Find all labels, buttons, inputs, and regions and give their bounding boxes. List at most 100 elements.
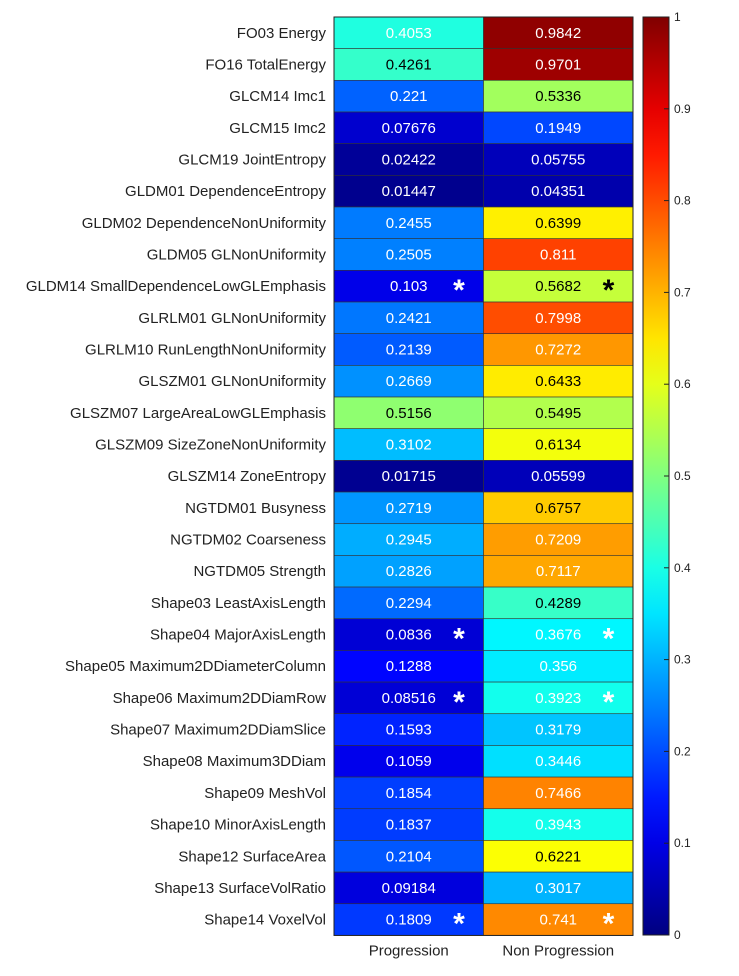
row-label: Shape04 MajorAxisLength: [150, 627, 326, 644]
colorbar-ticks: 0 0.1 0.2 0.3 0.4 0.5 0.6 0.7 0.8 0.9 1: [664, 10, 691, 942]
row-label: Shape08 Maximum3DDiam: [143, 753, 326, 770]
significance-star: *: [453, 908, 465, 941]
row-label: GLCM14 Imc1: [229, 88, 326, 105]
heatmap-cell: [333, 871, 484, 905]
column-label: Progression: [369, 942, 449, 959]
heatmap-cell: [333, 16, 484, 49]
colorbar-tick-label: 0.2: [674, 744, 691, 758]
heatmap-cell: [483, 491, 634, 525]
cell-value-label: 0.7466: [535, 785, 581, 802]
cell-value-label: 0.3943: [535, 817, 581, 834]
colorbar-tick-label: 0.5: [674, 469, 691, 483]
heatmap-cell: [333, 491, 484, 525]
cell-value-label: 0.5495: [535, 405, 581, 422]
cell-value-label: 0.2945: [386, 532, 432, 549]
cell-value-label: 0.4289: [535, 595, 581, 612]
row-label: Shape12 SurfaceArea: [178, 848, 326, 865]
heatmap-cell: [483, 396, 634, 430]
heatmap-cell: [483, 175, 634, 208]
cell-value-label: 0.04351: [531, 183, 585, 200]
heatmap-cell: [483, 586, 634, 620]
cell-value-label: 0.02422: [382, 152, 436, 169]
row-label: FO16 TotalEnergy: [205, 57, 326, 74]
row-label: Shape05 Maximum2DDiameterColumn: [65, 658, 326, 675]
cell-value-label: 0.1837: [386, 817, 432, 834]
cell-value-label: 0.5156: [386, 405, 432, 422]
cell-value-label: 0.3676: [535, 627, 581, 644]
heatmap-cell: [333, 808, 484, 841]
row-label: GLCM15 Imc2: [229, 120, 326, 137]
row-label: GLRLM10 RunLengthNonUniformity: [85, 342, 326, 359]
heatmap-cell: [333, 270, 484, 303]
row-label: GLSZM01 GLNonUniformity: [138, 373, 326, 390]
cell-value-label: 0.2505: [386, 247, 432, 264]
cell-value-label: 0.3017: [535, 880, 581, 897]
cell-value-label: 0.4261: [386, 57, 432, 74]
heatmap-cell: [483, 650, 634, 683]
significance-star: *: [453, 274, 465, 307]
heatmap-cell: [483, 111, 634, 144]
cell-value-label: 0.2104: [386, 848, 432, 865]
cell-value-label: 0.103: [390, 278, 428, 295]
heatmap-cell: [333, 460, 484, 493]
colorbar-tick-label: 0.7: [674, 285, 691, 299]
heatmap-cell: [483, 48, 634, 81]
heatmap-cell: [483, 808, 634, 841]
heatmap-cell: [483, 428, 634, 461]
cell-value-label: 0.05755: [531, 152, 585, 169]
row-label: GLDM05 GLNonUniformity: [147, 247, 327, 264]
cell-value-label: 0.1854: [386, 785, 432, 802]
row-label: GLCM19 JointEntropy: [178, 152, 326, 169]
significance-star: *: [603, 623, 615, 656]
heatmap-cell: [333, 301, 484, 334]
heatmap-cell: [333, 618, 484, 651]
cell-value-label: 0.6757: [535, 500, 581, 517]
row-label: Shape10 MinorAxisLength: [150, 817, 326, 834]
cell-value-label: 0.9842: [535, 25, 581, 42]
row-label: GLSZM09 SizeZoneNonUniformity: [95, 437, 326, 454]
heatmap-cells: 0.4053 0.9842 0.4261 0.9701 0.221 0.5336 0.076…: [333, 16, 634, 941]
heatmap-cell: [333, 650, 484, 683]
cell-value-label: 0.2826: [386, 563, 432, 580]
row-label: GLSZM07 LargeAreaLowGLEmphasis: [70, 405, 326, 422]
cell-value-label: 0.6399: [535, 215, 581, 232]
heatmap-cell: [333, 396, 484, 430]
cell-value-label: 0.1593: [386, 722, 432, 739]
cell-value-label: 0.01715: [382, 468, 436, 485]
significance-star: *: [453, 623, 465, 656]
column-labels: Progression Non Progression: [369, 942, 614, 959]
colorbar-tick-label: 0.6: [674, 377, 691, 391]
heatmap-cell: [483, 80, 634, 113]
heatmap-cell: [483, 270, 634, 303]
cell-value-label: 0.3446: [535, 753, 581, 770]
heatmap-border: [333, 16, 634, 936]
row-label: NGTDM02 Coarseness: [170, 532, 326, 549]
heatmap-cell: [483, 238, 634, 271]
heatmap-cell: [483, 871, 634, 905]
cell-value-label: 0.7272: [535, 342, 581, 359]
row-label: Shape07 Maximum2DDiamSlice: [110, 722, 326, 739]
cell-value-label: 0.01447: [382, 183, 436, 200]
cell-value-label: 0.2455: [386, 215, 432, 232]
cell-value-label: 0.6134: [535, 437, 581, 454]
colorbar-tick-label: 0.3: [674, 653, 691, 667]
heatmap-cell: [483, 745, 634, 778]
significance-star: *: [453, 686, 465, 719]
cell-value-label: 0.1288: [386, 658, 432, 675]
row-label: GLSZM14 ZoneEntropy: [168, 468, 327, 485]
heatmap-cell: [333, 48, 484, 81]
colorbar: 0 0.1 0.2 0.3 0.4 0.5 0.6 0.7 0.8 0.9 1: [642, 10, 691, 942]
cell-value-label: 0.4053: [386, 25, 432, 42]
row-label: Shape09 MeshVol: [204, 785, 326, 802]
heatmap-cell: [333, 681, 484, 715]
significance-star: *: [603, 908, 615, 941]
heatmap-cell: [333, 555, 484, 588]
heatmap-cell: [483, 206, 634, 239]
heatmap-cell: [483, 840, 634, 873]
cell-value-label: 0.7117: [536, 563, 581, 580]
cell-value-label: 0.3179: [535, 722, 581, 739]
cell-value-label: 0.2669: [386, 373, 432, 390]
colorbar-tick-label: 0.4: [674, 561, 691, 575]
heatmap-cell: [483, 523, 634, 556]
row-label: GLDM14 SmallDependenceLowGLEmphasis: [26, 278, 326, 295]
